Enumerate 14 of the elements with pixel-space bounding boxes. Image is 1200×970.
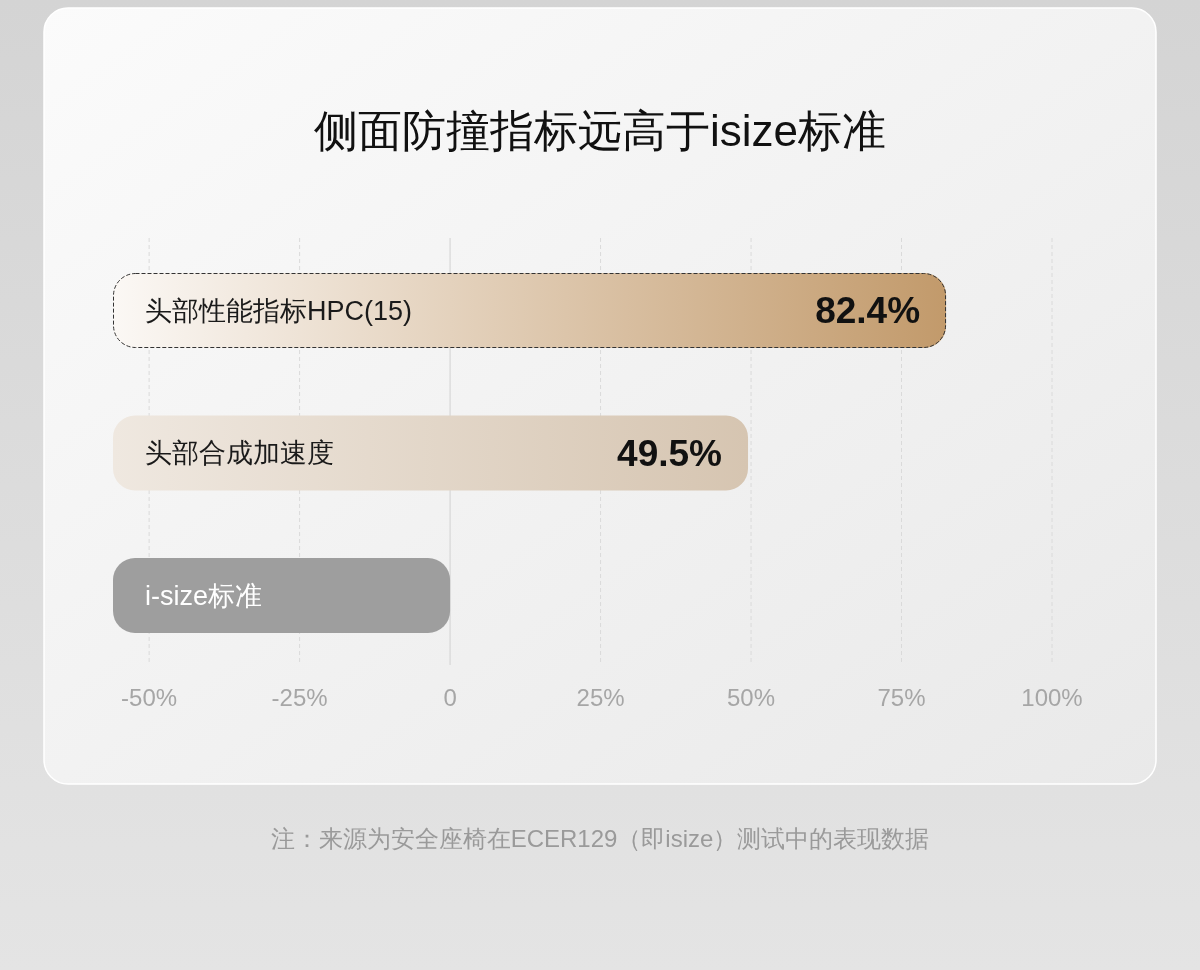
- x-tick-label: 100%: [1021, 683, 1083, 711]
- category-label: 头部性能指标HPC(15): [145, 295, 413, 326]
- category-label: i-size标准: [145, 580, 262, 611]
- value-label: 49.5%: [617, 432, 723, 474]
- title: 侧面防撞指标远高于isize标准: [314, 105, 886, 155]
- x-tick-label: 0: [443, 683, 457, 711]
- x-tick-label: 50%: [727, 683, 776, 711]
- x-tick-label: 75%: [877, 683, 926, 711]
- x-tick-label: 25%: [576, 683, 625, 711]
- x-tick-label: -50%: [121, 683, 178, 711]
- value-label: 82.4%: [815, 290, 921, 331]
- x-tick-label: -25%: [271, 683, 328, 711]
- annotation: 注：来源为安全座椅在ECER129（即isize）测试中的表现数据: [270, 824, 930, 852]
- category-label: 头部合成加速度: [145, 438, 334, 468]
